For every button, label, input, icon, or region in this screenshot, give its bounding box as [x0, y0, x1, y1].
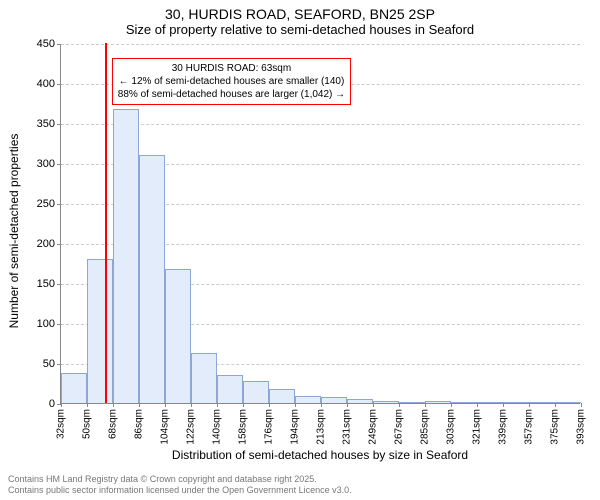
footer-attribution: Contains HM Land Registry data © Crown c…: [8, 474, 352, 496]
histogram-bar: [477, 402, 503, 403]
y-tick-label: 300: [15, 158, 55, 170]
x-tick-mark: [243, 403, 244, 407]
y-tick-mark: [57, 204, 61, 205]
chart-title-address: 30, HURDIS ROAD, SEAFORD, BN25 2SP: [0, 0, 600, 22]
y-tick-mark: [57, 44, 61, 45]
x-tick-mark: [529, 403, 530, 407]
x-tick-label: 321sqm: [472, 409, 483, 445]
histogram-bar: [347, 399, 373, 403]
x-tick-mark: [217, 403, 218, 407]
y-tick-label: 450: [15, 38, 55, 50]
x-tick-mark: [581, 403, 582, 407]
x-tick-label: 158sqm: [238, 409, 249, 445]
histogram-bar: [139, 155, 165, 403]
y-tick-label: 200: [15, 238, 55, 250]
x-tick-label: 267sqm: [394, 409, 405, 445]
y-tick-label: 400: [15, 78, 55, 90]
histogram-bar: [425, 401, 451, 403]
x-tick-mark: [87, 403, 88, 407]
histogram-bar: [321, 397, 347, 403]
x-tick-label: 375sqm: [550, 409, 561, 445]
histogram-bar: [269, 389, 295, 403]
y-tick-mark: [57, 364, 61, 365]
y-tick-mark: [57, 244, 61, 245]
histogram-bar: [399, 402, 425, 403]
x-tick-label: 68sqm: [108, 409, 119, 439]
property-marker-line: [105, 43, 107, 403]
y-tick-label: 100: [15, 318, 55, 330]
histogram-bar: [113, 109, 139, 403]
x-tick-label: 50sqm: [82, 409, 93, 439]
x-tick-mark: [191, 403, 192, 407]
footer-line-1: Contains HM Land Registry data © Crown c…: [8, 474, 352, 485]
x-tick-label: 249sqm: [368, 409, 379, 445]
x-tick-mark: [451, 403, 452, 407]
x-tick-label: 393sqm: [576, 409, 587, 445]
y-tick-label: 350: [15, 118, 55, 130]
y-tick-mark: [57, 324, 61, 325]
x-tick-label: 213sqm: [316, 409, 327, 445]
x-tick-mark: [165, 403, 166, 407]
x-tick-label: 176sqm: [264, 409, 275, 445]
y-tick-mark: [57, 284, 61, 285]
histogram-bar: [373, 401, 399, 403]
histogram-bar: [217, 375, 243, 403]
x-tick-mark: [555, 403, 556, 407]
histogram-bar: [451, 402, 477, 403]
y-tick-label: 150: [15, 278, 55, 290]
histogram-bar: [191, 353, 217, 403]
histogram-bar: [61, 373, 87, 403]
x-tick-mark: [321, 403, 322, 407]
annotation-line: 30 HURDIS ROAD: 63sqm: [118, 62, 345, 75]
x-tick-mark: [61, 403, 62, 407]
x-tick-label: 339sqm: [498, 409, 509, 445]
x-tick-label: 194sqm: [290, 409, 301, 445]
x-axis-label: Distribution of semi-detached houses by …: [60, 448, 580, 462]
x-tick-mark: [425, 403, 426, 407]
annotation-box: 30 HURDIS ROAD: 63sqm← 12% of semi-detac…: [112, 58, 351, 105]
x-tick-label: 231sqm: [342, 409, 353, 445]
x-tick-label: 122sqm: [186, 409, 197, 445]
x-tick-label: 285sqm: [420, 409, 431, 445]
histogram-bar: [555, 402, 581, 403]
x-tick-mark: [503, 403, 504, 407]
x-tick-mark: [373, 403, 374, 407]
x-tick-mark: [477, 403, 478, 407]
x-tick-mark: [295, 403, 296, 407]
x-tick-mark: [399, 403, 400, 407]
x-tick-mark: [113, 403, 114, 407]
y-tick-mark: [57, 164, 61, 165]
x-tick-label: 140sqm: [212, 409, 223, 445]
y-tick-mark: [57, 84, 61, 85]
x-tick-mark: [139, 403, 140, 407]
histogram-bar: [529, 402, 555, 403]
y-tick-label: 50: [15, 358, 55, 370]
x-tick-mark: [269, 403, 270, 407]
y-axis-label-wrap: Number of semi-detached properties: [14, 44, 28, 404]
y-tick-mark: [57, 124, 61, 125]
chart-plot-area: 05010015020025030035040045032sqm50sqm68s…: [60, 44, 580, 404]
footer-line-2: Contains public sector information licen…: [8, 485, 352, 496]
chart-title-subtitle: Size of property relative to semi-detach…: [0, 22, 600, 41]
annotation-line: 88% of semi-detached houses are larger (…: [118, 88, 345, 101]
histogram-bar: [165, 269, 191, 403]
x-tick-label: 32sqm: [56, 409, 67, 439]
histogram-bar: [243, 381, 269, 403]
x-tick-label: 303sqm: [446, 409, 457, 445]
y-tick-label: 0: [15, 398, 55, 410]
x-tick-label: 104sqm: [160, 409, 171, 445]
x-tick-mark: [347, 403, 348, 407]
x-tick-label: 357sqm: [524, 409, 535, 445]
x-tick-label: 86sqm: [134, 409, 145, 439]
annotation-line: ← 12% of semi-detached houses are smalle…: [118, 75, 345, 88]
histogram-bar: [295, 396, 321, 403]
histogram-bar: [503, 402, 529, 403]
y-tick-label: 250: [15, 198, 55, 210]
plot-box: 05010015020025030035040045032sqm50sqm68s…: [60, 44, 580, 404]
gridline-h: [61, 44, 580, 45]
histogram-bar: [87, 259, 113, 403]
